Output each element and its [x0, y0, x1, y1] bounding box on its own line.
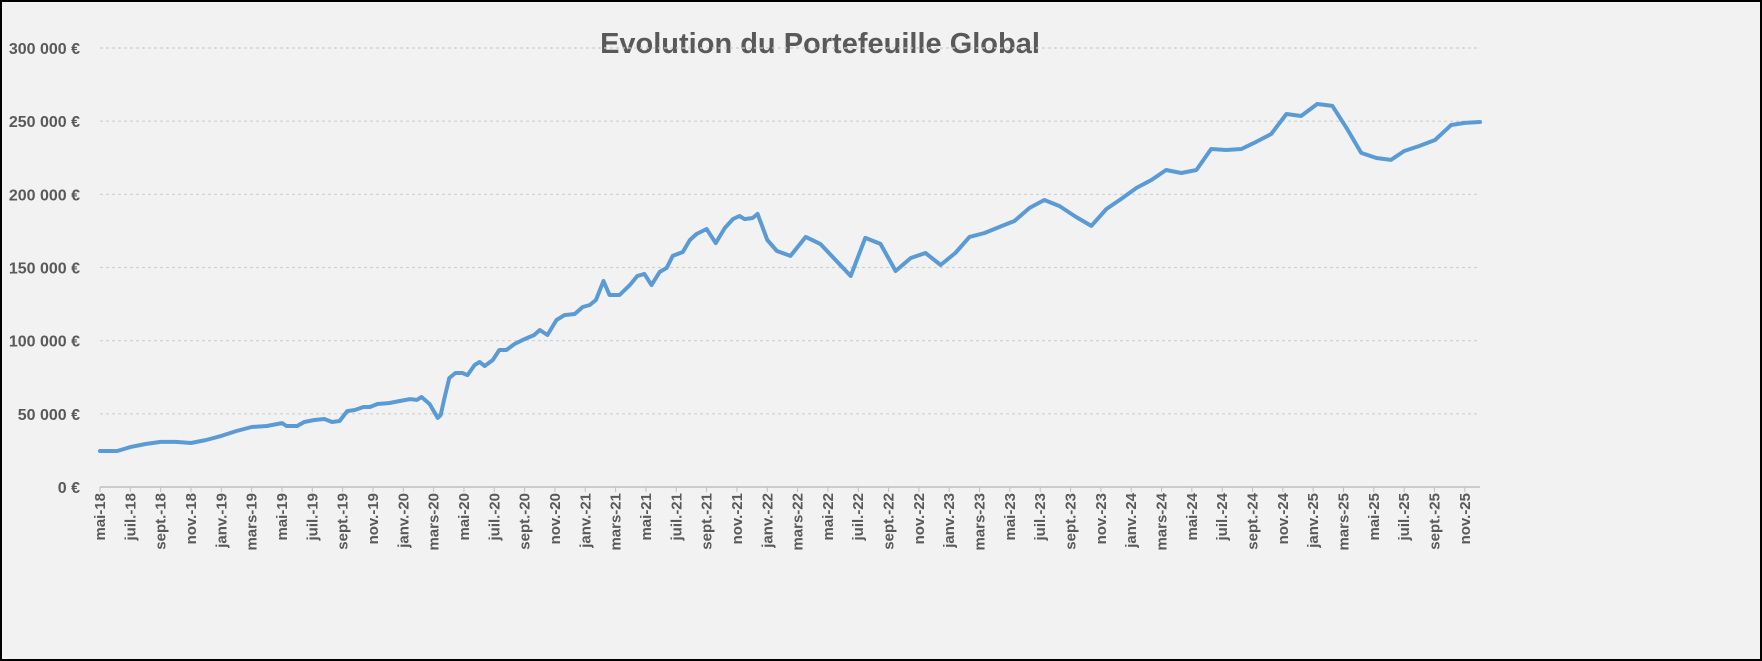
chart-title: Evolution du Portefeuille Global	[600, 28, 1040, 60]
x-tick-label: mai-24	[1184, 492, 1201, 540]
x-tick-label: juil.-21	[668, 493, 685, 542]
x-tick-label: mai-19	[274, 493, 291, 541]
x-tick-label: nov.-21	[729, 493, 746, 544]
y-tick-label: 150 000 €	[9, 261, 80, 278]
x-tick-label: juil.-24	[1214, 492, 1231, 541]
x-tick-label: mai-20	[456, 493, 473, 541]
x-tick-label: juil.-20	[486, 493, 503, 542]
x-tick-label: juil.-23	[1032, 493, 1049, 542]
gridlines	[100, 47, 1480, 488]
x-tick-label: nov.-24	[1275, 492, 1292, 544]
x-tick-label: sept.-24	[1245, 492, 1262, 549]
x-tick-label: janv.-24	[1123, 492, 1140, 548]
x-tick-label: mars-20	[426, 493, 443, 551]
x-tick-label: nov.-23	[1093, 493, 1110, 544]
x-axis: mai-18 juil.-18 sept.-18 nov.-18 janv.-19 mar…	[92, 487, 1474, 551]
x-tick-label: mai-22	[820, 493, 837, 541]
series-line	[98, 102, 1482, 453]
x-tick-label: nov.-22	[911, 493, 928, 544]
x-tick-label: sept.-25	[1427, 493, 1444, 550]
x-tick-label: juil.-25	[1396, 493, 1413, 542]
y-tick-label: 250 000 €	[9, 114, 80, 131]
x-tick-label: sept.-22	[881, 493, 898, 550]
x-tick-label: mars-21	[608, 493, 625, 551]
x-tick-label: sept.-19	[335, 493, 352, 550]
x-tick-label: juil.-19	[304, 493, 321, 542]
x-tick-label: mai-25	[1366, 493, 1383, 541]
x-tick-label: mars-22	[790, 493, 807, 551]
y-tick-label: 50 000 €	[18, 407, 80, 424]
x-tick-label: sept.-20	[517, 493, 534, 550]
x-tick-label: sept.-21	[699, 493, 716, 550]
y-tick-label: 200 000 €	[9, 187, 80, 204]
x-tick-label: janv.-25	[1305, 493, 1322, 549]
x-tick-label: mai-18	[92, 493, 109, 541]
y-tick-label: 300 000 €	[9, 41, 80, 58]
x-tick-label: nov.-25	[1457, 493, 1474, 544]
x-tick-label: mars-19	[244, 493, 261, 551]
x-tick-label: sept.-18	[153, 493, 170, 550]
x-tick-label: nov.-20	[547, 493, 564, 544]
x-tick-label: janv.-19	[213, 493, 230, 549]
x-tick-label: nov.-19	[365, 493, 382, 544]
y-tick-label: 0 €	[58, 480, 80, 497]
y-tick-label: 100 000 €	[9, 334, 80, 351]
x-tick-label: janv.-22	[759, 493, 776, 549]
x-tick-label: juil.-22	[850, 493, 867, 542]
x-tick-label: janv.-20	[395, 493, 412, 549]
x-tick-label: nov.-18	[183, 493, 200, 544]
x-tick-label: janv.-21	[577, 493, 594, 549]
x-tick-label: mai-21	[638, 493, 655, 541]
series-line-group	[98, 102, 1482, 453]
x-tick-label: mars-25	[1336, 493, 1353, 551]
x-tick-label: mars-24	[1154, 492, 1171, 550]
x-tick-label: mars-23	[972, 493, 989, 551]
y-axis: 0 € 50 000 € 100 000 € 150 000 € 200 000 € 25…	[9, 41, 80, 497]
x-tick-label: mai-23	[1002, 493, 1019, 541]
x-tick-label: sept.-23	[1063, 493, 1080, 550]
x-tick-label: juil.-18	[122, 493, 139, 542]
x-tick-label: janv.-23	[941, 493, 958, 549]
